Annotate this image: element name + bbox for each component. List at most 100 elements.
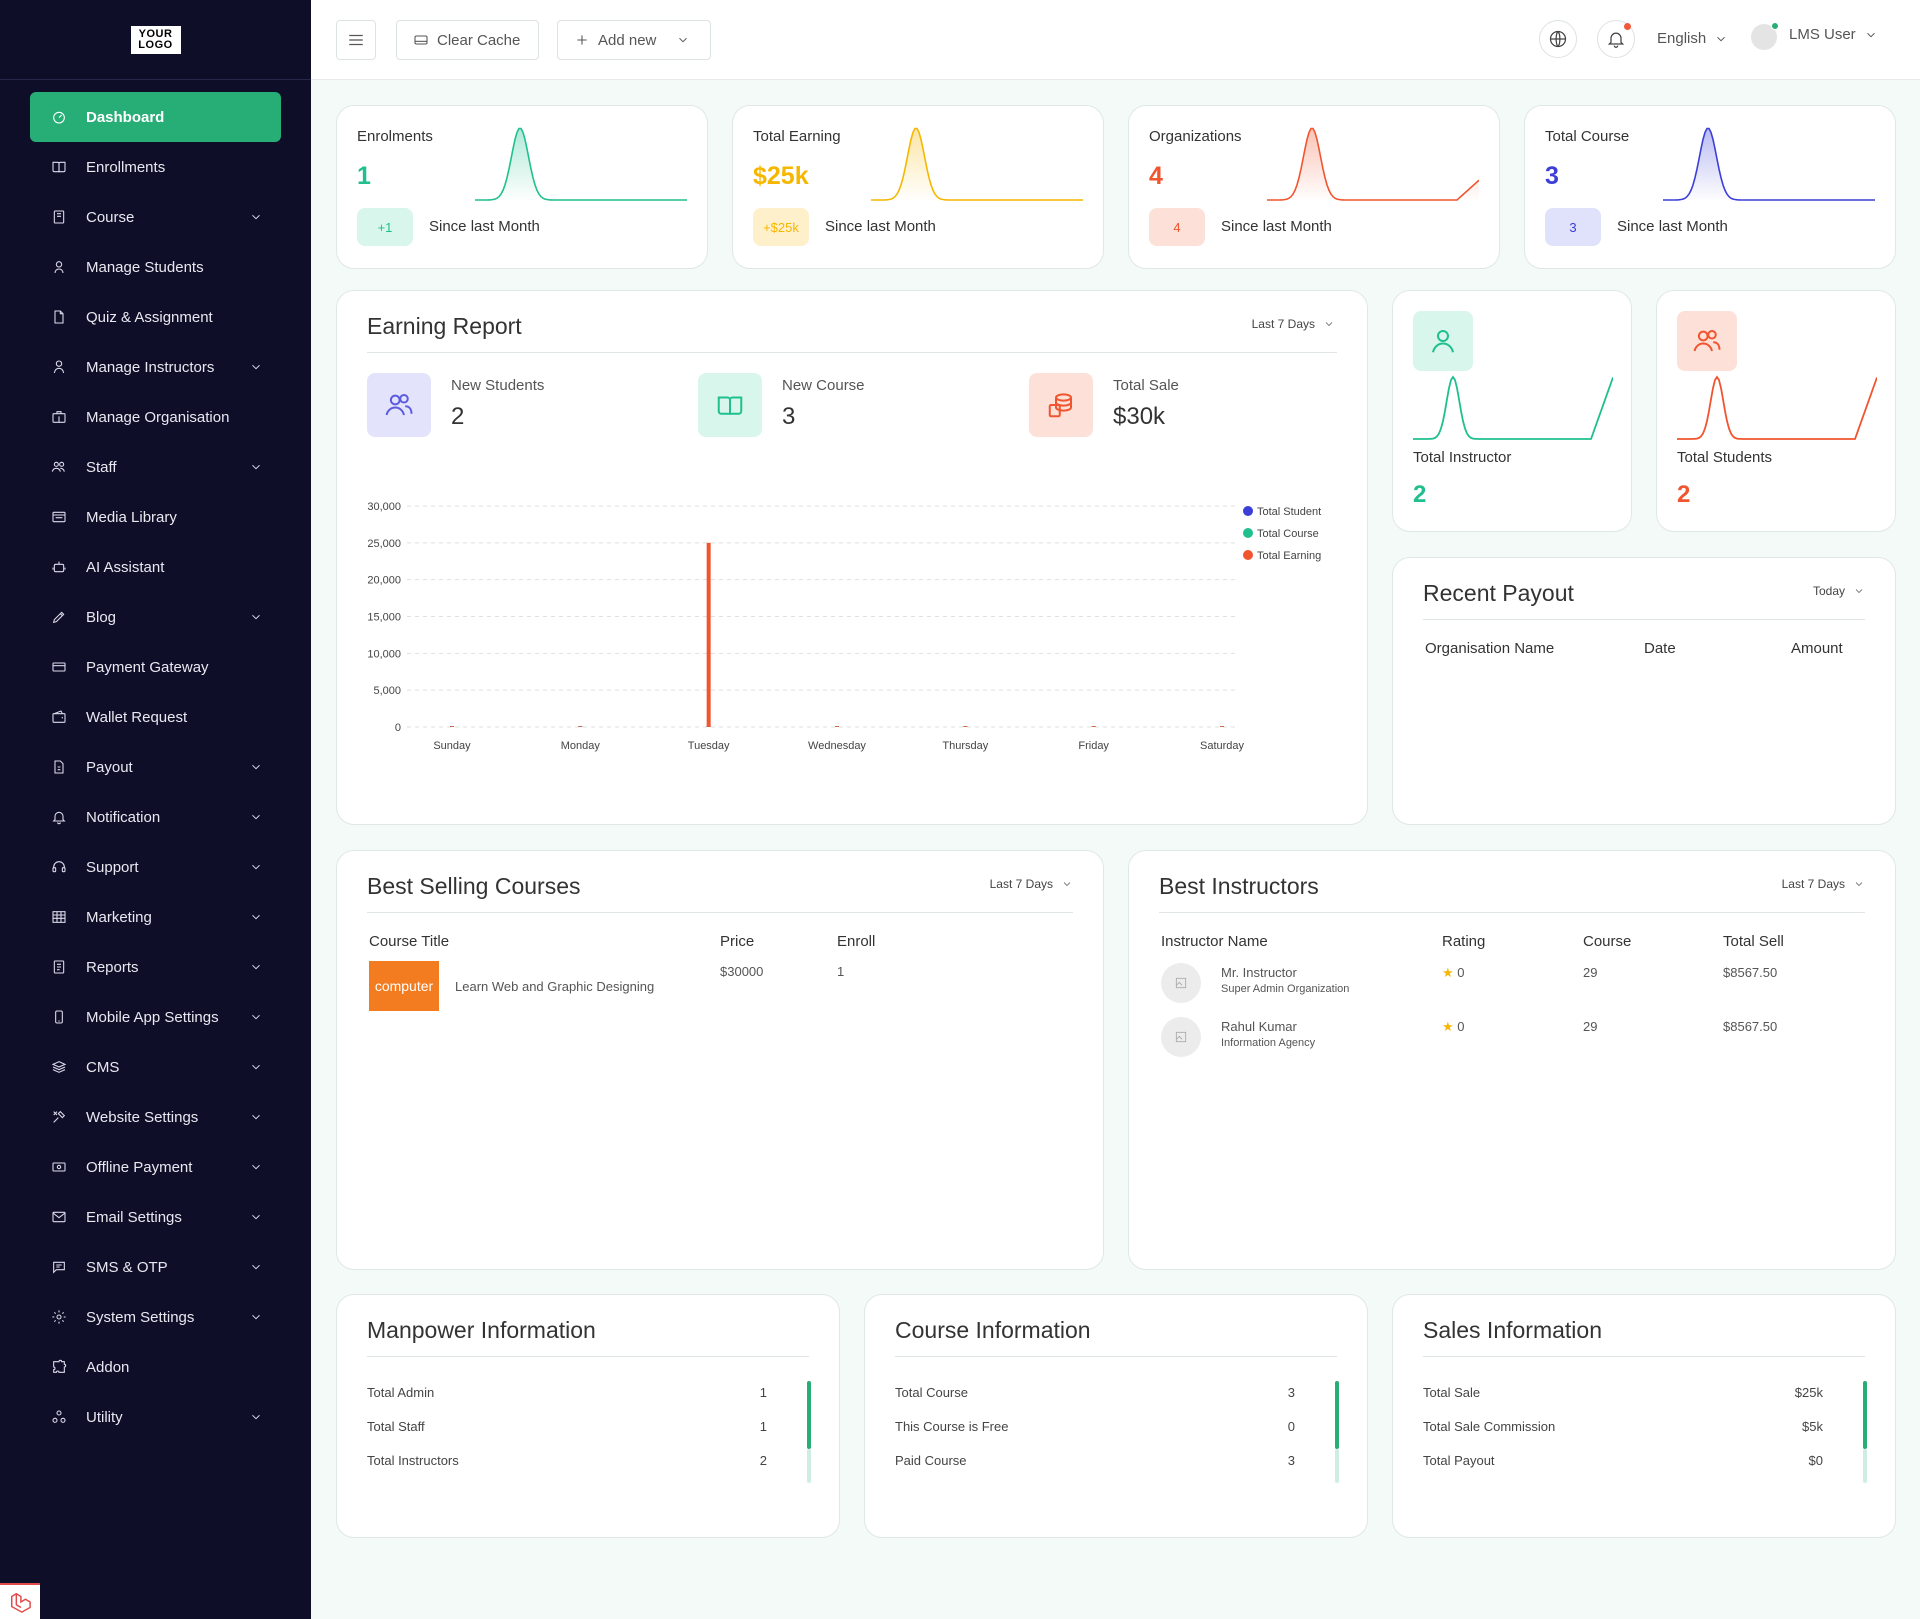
sidebar-item-addon[interactable]: Addon <box>30 1342 281 1392</box>
headset-icon <box>50 858 68 876</box>
sidebar-item-course[interactable]: Course <box>30 192 281 242</box>
bar-total-earning-sunday[interactable] <box>450 726 454 727</box>
sidebar-item-wallet-request[interactable]: Wallet Request <box>30 692 281 742</box>
language-dropdown[interactable]: English <box>1657 30 1728 47</box>
sidebar-item-label: Payout <box>86 758 133 776</box>
info-row: Total Course 3 <box>895 1385 1315 1400</box>
earning-range-dropdown[interactable]: Last 7 Days <box>1252 317 1335 331</box>
avatar <box>1161 963 1201 1003</box>
x-tick-label: Monday <box>561 740 601 752</box>
info-row-label: Total Staff <box>367 1419 425 1434</box>
course-count: 29 <box>1583 965 1598 980</box>
column-header: Course <box>1583 933 1632 950</box>
sidebar-item-cms[interactable]: CMS <box>30 1042 281 1092</box>
bar-total-earning-monday[interactable] <box>578 726 583 727</box>
sidebar-item-utility[interactable]: Utility <box>30 1392 281 1442</box>
bar-total-earning-saturday[interactable] <box>1220 726 1224 727</box>
bar-total-earning-friday[interactable] <box>1091 726 1096 727</box>
mini-stat-label: New Students <box>451 377 545 394</box>
total-instructor-card: Total Instructor 2 <box>1392 290 1632 532</box>
sidebar-item-label: Website Settings <box>86 1108 199 1126</box>
stat-label: Total Course <box>1545 128 1630 145</box>
stat-value: 4 <box>1149 162 1163 190</box>
chevron-down-icon <box>1717 36 1726 41</box>
sidebar-item-email-settings[interactable]: Email Settings <box>30 1192 281 1242</box>
legend-item[interactable]: Total Earning <box>1243 550 1321 562</box>
sidebar-item-offline-payment[interactable]: Offline Payment <box>30 1142 281 1192</box>
add-new-button[interactable]: Add new <box>557 20 711 60</box>
sidebar-item-ai-assistant[interactable]: AI Assistant <box>30 542 281 592</box>
sidebar-item-staff[interactable]: Staff <box>30 442 281 492</box>
sidebar-item-quiz-assignment[interactable]: Quiz & Assignment <box>30 292 281 342</box>
bell-icon <box>1607 32 1625 48</box>
notification-button[interactable] <box>1597 20 1635 58</box>
mini-stat-label: Total Sale <box>1113 377 1179 394</box>
chevron-down-icon <box>249 910 263 924</box>
sidebar-item-enrollments[interactable]: Enrollments <box>30 142 281 192</box>
legend-item[interactable]: Total Student <box>1243 506 1321 518</box>
menu-toggle-button[interactable] <box>336 20 376 60</box>
scroll-thumb[interactable] <box>807 1381 811 1449</box>
stat-since-label: Since last Month <box>429 218 540 235</box>
logo-line1: YOUR <box>138 27 173 40</box>
user-menu[interactable]: LMS User <box>1751 22 1878 50</box>
sidebar-item-mobile-app-settings[interactable]: Mobile App Settings <box>30 992 281 1042</box>
course-enroll: 1 <box>837 964 845 979</box>
sidebar-item-label: Media Library <box>86 508 177 526</box>
sidebar-item-system-settings[interactable]: System Settings <box>30 1292 281 1342</box>
sidebar-item-label: Payment Gateway <box>86 658 209 676</box>
sidebar-item-reports[interactable]: Reports <box>30 942 281 992</box>
instructor-icon <box>1413 311 1473 371</box>
best-selling-range-dropdown[interactable]: Last 7 Days <box>990 877 1073 891</box>
book-icon <box>50 158 68 176</box>
laravel-icon[interactable] <box>0 1583 40 1619</box>
instructor-sparkline <box>1413 375 1613 440</box>
stat-since-label: Since last Month <box>825 218 936 235</box>
clear-cache-button[interactable]: Clear Cache <box>396 20 539 60</box>
sidebar-item-payment-gateway[interactable]: Payment Gateway <box>30 642 281 692</box>
scroll-thumb[interactable] <box>1335 1381 1339 1449</box>
sidebar-item-website-settings[interactable]: Website Settings <box>30 1092 281 1142</box>
users-icon <box>367 373 431 437</box>
sidebar-item-label: Enrollments <box>86 158 166 176</box>
best-instructors-range-dropdown[interactable]: Last 7 Days <box>1782 877 1865 891</box>
bar-total-earning-tuesday[interactable] <box>706 542 711 727</box>
sidebar-item-manage-students[interactable]: Manage Students <box>30 242 281 292</box>
sidebar-item-notification[interactable]: Notification <box>30 792 281 842</box>
sidebar-item-marketing[interactable]: Marketing <box>30 892 281 942</box>
info-row-label: This Course is Free <box>895 1419 1009 1434</box>
sidebar-item-blog[interactable]: Blog <box>30 592 281 642</box>
sidebar-item-manage-organisation[interactable]: Manage Organisation <box>30 392 281 442</box>
sidebar-item-label: Addon <box>86 1358 130 1376</box>
notification-dot <box>1624 23 1631 30</box>
bar-total-earning-wednesday[interactable] <box>835 726 839 727</box>
legend-label: Total Student <box>1257 506 1321 518</box>
scroll-thumb[interactable] <box>1863 1381 1867 1449</box>
instructor-org: Information Agency <box>1221 1037 1316 1049</box>
sidebar-item-label: Support <box>86 858 139 876</box>
legend-item[interactable]: Total Course <box>1243 528 1319 540</box>
topbar: Clear Cache Add new English LMS User <box>311 0 1920 80</box>
sidebar-item-manage-instructors[interactable]: Manage Instructors <box>30 342 281 392</box>
sidebar-item-dashboard[interactable]: Dashboard <box>30 92 281 142</box>
sidebar-item-label: SMS & OTP <box>86 1258 168 1276</box>
sidebar-item-sms-otp[interactable]: SMS & OTP <box>30 1242 281 1292</box>
sidebar-item-support[interactable]: Support <box>30 842 281 892</box>
best-selling-range-label: Last 7 Days <box>989 877 1053 891</box>
sidebar-item-media-library[interactable]: Media Library <box>30 492 281 542</box>
info-row-value: $5k <box>1802 1419 1823 1434</box>
robot-icon <box>50 558 68 576</box>
logo[interactable]: YOUR LOGO <box>130 25 181 54</box>
earning-chart: 30,000 25,000 20,000 15,000 10,000 5,000 0 Sund… <box>367 501 1321 752</box>
info-row-value: $25k <box>1794 1385 1823 1400</box>
course-title: Learn Web and Graphic Designing <box>455 979 655 994</box>
sidebar-item-payout[interactable]: Payout <box>30 742 281 792</box>
stat-value: $25k <box>753 162 809 190</box>
globe-icon <box>1549 30 1567 48</box>
bar-total-earning-thursday[interactable] <box>963 726 968 727</box>
globe-button[interactable] <box>1539 20 1577 58</box>
sidebar-item-label: CMS <box>86 1058 120 1076</box>
payout-range-dropdown[interactable]: Today <box>1813 584 1865 598</box>
column-header: Organisation Name <box>1425 640 1555 657</box>
layers-icon <box>50 1058 68 1076</box>
